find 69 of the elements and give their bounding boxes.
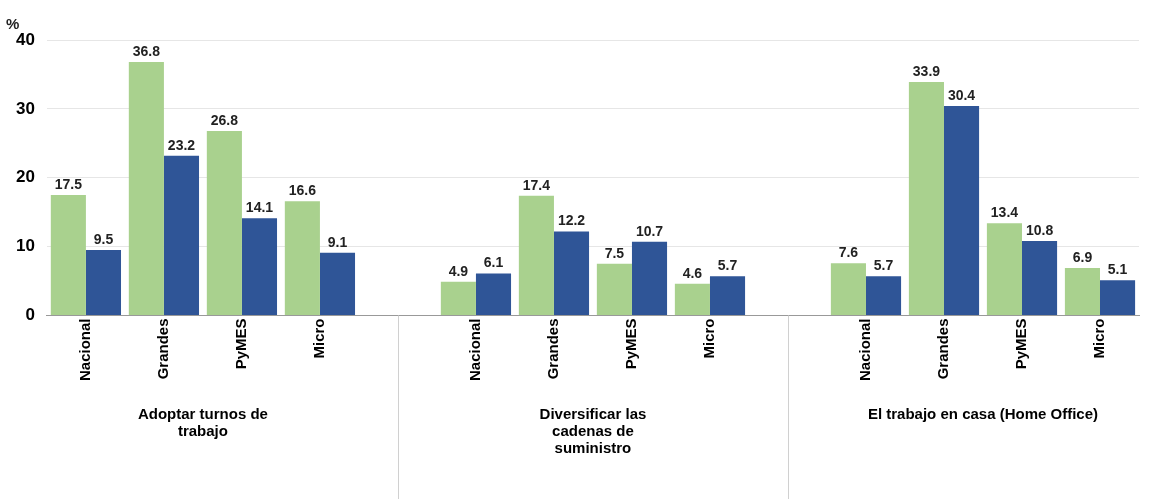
x-tick-label: Micro bbox=[310, 318, 328, 359]
bar bbox=[440, 281, 476, 315]
y-tick-label: 10 bbox=[15, 236, 35, 256]
bar bbox=[674, 283, 710, 315]
x-tick-label: Micro bbox=[1090, 318, 1108, 359]
data-label: 23.2 bbox=[167, 136, 196, 153]
data-label: 26.8 bbox=[210, 111, 239, 128]
data-label: 7.5 bbox=[604, 244, 625, 261]
x-tick-label: PyMES bbox=[622, 318, 640, 370]
bar bbox=[50, 194, 86, 315]
data-label: 10.8 bbox=[1025, 221, 1054, 238]
text: Adoptar turnos de trabajo bbox=[136, 405, 269, 439]
data-label: 36.8 bbox=[132, 42, 161, 59]
bar bbox=[631, 241, 668, 315]
data-label: 14.1 bbox=[245, 199, 274, 216]
bar bbox=[241, 218, 278, 315]
data-label: 16.6 bbox=[288, 182, 317, 199]
x-tick-label: Nacional bbox=[466, 318, 484, 382]
x-tick-label: PyMES bbox=[232, 318, 250, 370]
data-label: 4.6 bbox=[682, 264, 703, 281]
bar bbox=[596, 263, 632, 315]
y-axis-title: % bbox=[6, 14, 20, 32]
data-label: 5.7 bbox=[717, 257, 738, 274]
y-tick-label: 30 bbox=[15, 98, 35, 118]
data-label: 7.6 bbox=[838, 244, 859, 260]
y-tick-label: 0 bbox=[25, 305, 35, 325]
data-label: 9.5 bbox=[93, 230, 114, 247]
bar bbox=[206, 130, 242, 315]
bar bbox=[163, 155, 200, 315]
bar bbox=[943, 106, 980, 315]
text: El trabajo en casa (Home Office) bbox=[866, 405, 1099, 422]
data-label: 9.1 bbox=[327, 233, 348, 250]
data-label: 5.1 bbox=[1107, 261, 1128, 278]
bar bbox=[553, 231, 590, 315]
data-label: 17.4 bbox=[522, 176, 551, 193]
data-label: 30.4 bbox=[947, 86, 976, 103]
data-label: 6.9 bbox=[1072, 248, 1093, 265]
bar bbox=[986, 223, 1022, 315]
data-label: 17.5 bbox=[54, 175, 83, 192]
bar bbox=[1064, 267, 1100, 315]
data-label: 5.7 bbox=[873, 257, 894, 274]
y-tick-label: 20 bbox=[15, 167, 35, 187]
data-label: 33.9 bbox=[912, 62, 941, 79]
bar bbox=[709, 276, 746, 315]
data-label: 13.4 bbox=[990, 204, 1019, 221]
bar bbox=[1021, 241, 1058, 315]
bar bbox=[319, 252, 356, 315]
x-tick-label: Grandes bbox=[544, 318, 562, 380]
bar bbox=[908, 82, 944, 315]
x-tick-label: Nacional bbox=[856, 318, 874, 382]
x-tick-label: Nacional bbox=[76, 318, 94, 382]
x-tick-label: Micro bbox=[700, 318, 718, 359]
bar bbox=[518, 195, 554, 315]
data-label: 10.7 bbox=[635, 222, 664, 239]
bar bbox=[128, 62, 164, 315]
data-label: 6.1 bbox=[483, 254, 504, 271]
text: Diversificar las cadenas de suministro bbox=[538, 405, 648, 456]
y-tick-label: 40 bbox=[15, 29, 35, 49]
x-tick-label: PyMES bbox=[1012, 318, 1030, 370]
x-tick-label: Grandes bbox=[154, 318, 172, 380]
bar bbox=[475, 273, 512, 315]
bar bbox=[865, 276, 902, 315]
data-label: 4.9 bbox=[448, 262, 469, 279]
x-tick-label: Grandes bbox=[934, 318, 952, 380]
data-label: 12.2 bbox=[557, 212, 586, 229]
bar bbox=[85, 250, 122, 315]
bar bbox=[1100, 280, 1136, 315]
bar bbox=[284, 201, 320, 315]
bar bbox=[830, 263, 866, 315]
